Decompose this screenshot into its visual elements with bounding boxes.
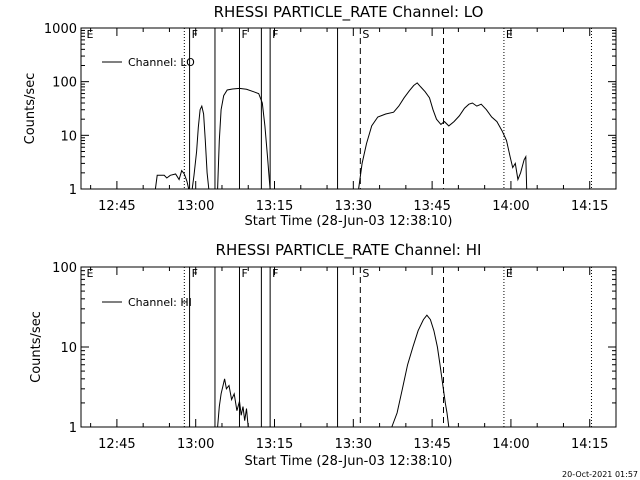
x-tick-label: 13:30 <box>335 199 372 214</box>
flag-label: F <box>241 28 247 41</box>
y-tick-label: 100 <box>52 76 77 91</box>
flag-label: F <box>192 28 198 41</box>
flag-label: E <box>506 28 513 41</box>
y-axis-label: Counts/sec <box>23 73 38 145</box>
x-tick-label: 13:45 <box>413 437 450 452</box>
x-tick-label: 13:15 <box>256 199 293 214</box>
series-line <box>391 314 450 428</box>
flag-label: F <box>192 267 198 280</box>
x-tick-label: 14:15 <box>571 199 608 214</box>
chart-title: RHESSI PARTICLE_RATE Channel: HI <box>216 241 482 260</box>
x-tick-label: 13:45 <box>413 199 450 214</box>
plot-frame <box>80 27 617 190</box>
y-tick-label: 1 <box>69 183 77 198</box>
x-axis-label: Start Time (28-Jun-03 12:38:10) <box>245 214 453 229</box>
flag-label: S <box>362 267 369 280</box>
x-tick-label: 13:00 <box>177 199 214 214</box>
legend-label: Channel: HI <box>128 296 192 309</box>
x-axis-label: Start Time (28-Jun-03 12:38:10) <box>245 454 453 469</box>
series-line <box>154 169 190 190</box>
x-tick-label: 14:00 <box>492 199 529 214</box>
series-line <box>217 87 271 190</box>
y-axis-label: Counts/sec <box>29 311 44 383</box>
y-tick-label: 1000 <box>44 22 77 37</box>
hi-channel-plot: RHESSI PARTICLE_RATE Channel: HI Start T… <box>29 241 617 469</box>
series-line <box>217 378 249 428</box>
legend-label: Channel: LO <box>128 56 195 69</box>
x-tick-label: 14:00 <box>492 437 529 452</box>
y-tick-label: 10 <box>60 129 77 144</box>
flag-label: E <box>506 267 513 280</box>
x-tick-label: 12:45 <box>98 199 135 214</box>
flag-label: F <box>272 28 278 41</box>
x-tick-label: 13:15 <box>256 437 293 452</box>
x-tick-label: 14:15 <box>571 437 608 452</box>
x-tick-label: 13:30 <box>335 437 372 452</box>
flag-label: E <box>87 267 94 280</box>
y-tick-label: 1 <box>69 421 77 436</box>
flag-label: F <box>241 267 247 280</box>
x-tick-label: 12:45 <box>98 437 135 452</box>
lo-channel-plot: RHESSI PARTICLE_RATE Channel: LO Start T… <box>23 3 617 229</box>
flag-label: E <box>87 28 94 41</box>
chart-title: RHESSI PARTICLE_RATE Channel: LO <box>214 3 484 22</box>
flag-label: F <box>272 267 278 280</box>
series-line <box>191 104 210 190</box>
flag-label: S <box>362 28 369 41</box>
plot-frame <box>80 266 617 428</box>
y-tick-label: 10 <box>60 341 77 356</box>
x-tick-label: 13:00 <box>177 437 214 452</box>
series-line <box>358 82 528 190</box>
generation-timestamp: 20-Oct-2021 01:57 <box>562 470 638 479</box>
y-tick-label: 100 <box>52 261 77 276</box>
